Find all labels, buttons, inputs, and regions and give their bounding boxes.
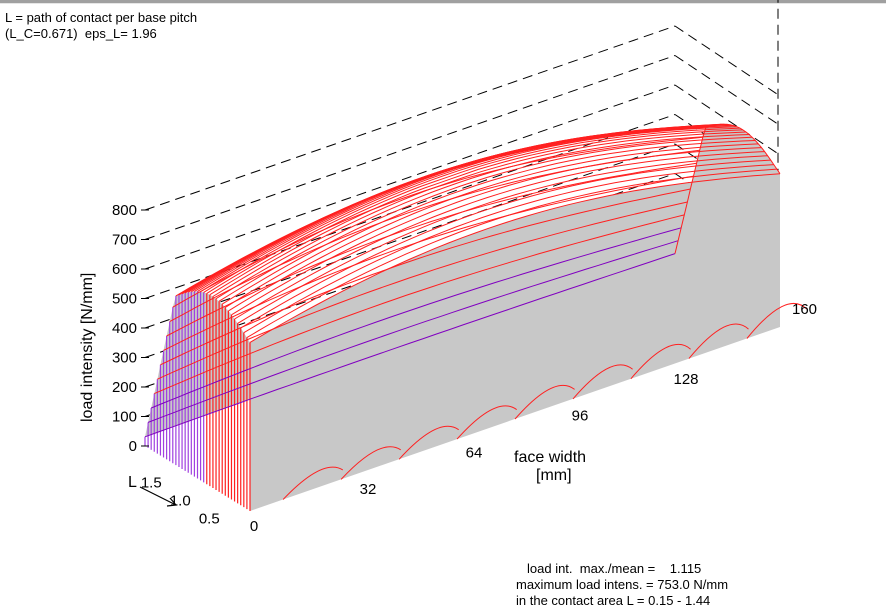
section-curve	[225, 140, 756, 308]
y-axis-label: L	[128, 474, 137, 491]
section-curve	[246, 168, 777, 339]
contact-area-text: in the contact area L = 0.15 - 1.44	[516, 593, 711, 608]
section-curve	[218, 134, 750, 302]
x-axis-label: face width	[514, 449, 586, 466]
x-axis-unit: [mm]	[536, 467, 572, 484]
section-curve	[197, 123, 728, 292]
section-curve	[234, 151, 765, 320]
x-tick-label: 160	[792, 301, 817, 318]
section-curve	[157, 201, 688, 380]
section-curve	[200, 124, 731, 293]
x-tick-label: 0	[250, 518, 258, 535]
back-grid-line	[144, 25, 676, 211]
section-curve	[163, 175, 694, 351]
side-grid-line	[674, 25, 781, 97]
back-grid-line	[144, 84, 676, 270]
load-surface	[144, 123, 807, 511]
front-ripple-curve	[572, 364, 633, 400]
front-ripple-curve	[456, 405, 518, 440]
z-tick-label: 700	[112, 232, 137, 249]
section-curve	[206, 126, 737, 294]
section-curve	[166, 162, 697, 337]
section-curve	[221, 136, 753, 305]
section-curve	[212, 129, 743, 297]
y-axis-arrow	[139, 486, 178, 507]
section-curve	[243, 164, 774, 334]
back-grid-line	[144, 143, 676, 329]
back-grid-line	[144, 114, 676, 299]
x-tick-label: 128	[673, 371, 698, 388]
front-ripple-curve	[630, 343, 691, 380]
contact-ratio-note: (L_C=0.671) eps_L= 1.96	[5, 26, 157, 41]
section-curve	[203, 125, 734, 293]
x-tick-label: 96	[572, 408, 589, 425]
section-curve	[144, 253, 676, 438]
front-ripple-curve	[514, 384, 575, 420]
section-curve	[154, 214, 685, 395]
front-ripple-curve	[688, 323, 749, 359]
front-ripple-curve	[746, 302, 807, 339]
z-tick-label: 200	[112, 379, 137, 396]
back-grid-line	[144, 55, 676, 240]
side-grid-line	[674, 84, 781, 156]
z-tick-label: 400	[112, 320, 137, 337]
window-top-shadow	[0, 3, 886, 4]
section-curve	[240, 159, 771, 329]
x-tick-label: 32	[360, 481, 377, 498]
z-tick-label: 100	[112, 409, 137, 426]
path-of-contact-note: L = path of contact per base pitch	[5, 10, 198, 25]
z-tick-label: 0	[129, 438, 137, 455]
section-curve	[209, 127, 740, 296]
front-ripple-curve	[340, 446, 401, 480]
section-curve	[151, 227, 682, 409]
section-curve	[228, 143, 759, 312]
section-curve	[231, 147, 762, 316]
window-top-border	[0, 0, 886, 3]
right-edge-curve	[674, 123, 781, 254]
max-mean-ratio-text: load int. max./mean = 1.115	[527, 561, 702, 576]
front-ripple-curve	[398, 425, 459, 460]
section-curve	[147, 240, 679, 423]
section-curve	[215, 131, 747, 300]
front-face-fill	[250, 173, 780, 511]
max-load-intensity-text: maximum load intens. = 753.0 N/mm	[516, 577, 729, 592]
z-axis-label: load intensity [N/mm]	[79, 273, 96, 422]
section-curve	[237, 155, 768, 324]
z-tick-label: 300	[112, 350, 137, 367]
section-curve	[160, 188, 691, 366]
z-tick-label: 600	[112, 261, 137, 278]
side-grid-line	[674, 55, 781, 126]
y-tick-label: 1.5	[141, 475, 162, 492]
z-tick-label: 500	[112, 291, 137, 308]
z-tick-label: 800	[112, 202, 137, 219]
front-ripple-curve	[282, 466, 344, 500]
y-tick-label: 0.5	[199, 510, 220, 527]
x-tick-label: 64	[466, 444, 483, 461]
